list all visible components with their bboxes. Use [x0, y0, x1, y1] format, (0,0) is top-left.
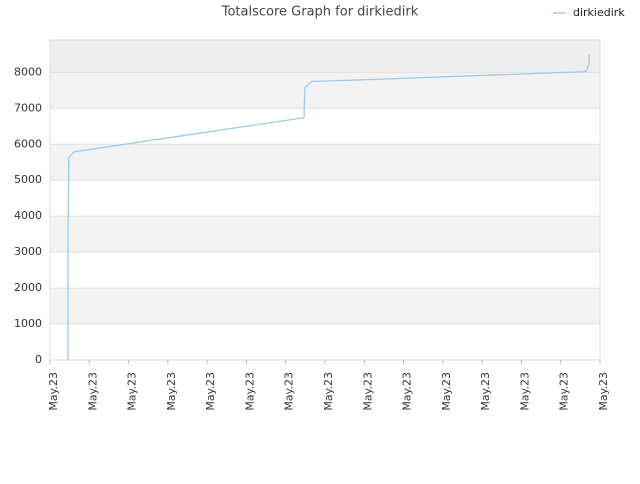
band — [50, 144, 600, 181]
x-tick-label: May.23 — [361, 372, 374, 411]
band — [50, 324, 600, 360]
x-tick-label: May.23 — [126, 372, 139, 411]
y-tick-label: 6000 — [14, 137, 42, 150]
y-tick-label: 7000 — [14, 101, 42, 114]
x-tick-label: May.23 — [597, 372, 610, 411]
y-tick-label: 5000 — [14, 173, 42, 186]
x-tick-label: May.23 — [243, 372, 256, 411]
band — [50, 72, 600, 109]
band — [50, 108, 600, 145]
series-line — [67, 54, 590, 360]
x-tick-label: May.23 — [283, 372, 296, 411]
y-tick-label: 4000 — [14, 209, 42, 222]
x-tick-label: May.23 — [47, 372, 60, 411]
x-tick-label: May.23 — [440, 372, 453, 411]
x-tick-label: May.23 — [322, 372, 335, 411]
band — [50, 288, 600, 325]
band — [50, 216, 600, 253]
x-tick-label: May.23 — [401, 372, 414, 411]
y-tick-label: 1000 — [14, 317, 42, 330]
y-tick-label: 2000 — [14, 281, 42, 294]
y-tick-label: 3000 — [14, 245, 42, 258]
chart-title: Totalscore Graph for dirkiedirk — [221, 5, 419, 20]
x-tick-label: May.23 — [165, 372, 178, 411]
x-tick-label: May.23 — [204, 372, 217, 411]
y-tick-label: 8000 — [14, 65, 42, 78]
legend-label: dirkiedirk — [573, 6, 625, 19]
x-tick-label: May.23 — [86, 372, 99, 411]
band — [50, 180, 600, 217]
x-tick-label: May.23 — [479, 372, 492, 411]
y-tick-label: 0 — [35, 353, 42, 366]
x-tick-label: May.23 — [558, 372, 571, 411]
band — [50, 252, 600, 289]
x-tick-label: May.23 — [518, 372, 531, 411]
